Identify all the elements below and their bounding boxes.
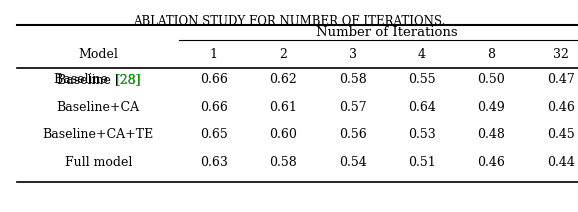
Text: 0.53: 0.53	[408, 128, 436, 141]
Text: 0.51: 0.51	[408, 156, 436, 169]
Text: 3: 3	[349, 47, 357, 61]
Text: [28]: [28]	[116, 73, 141, 86]
Text: 0.49: 0.49	[477, 100, 505, 114]
Text: 0.44: 0.44	[547, 156, 575, 169]
Text: Baseline: Baseline	[54, 73, 112, 86]
Text: 0.64: 0.64	[408, 100, 436, 114]
Text: 0.54: 0.54	[339, 156, 366, 169]
Text: Baseline [28]: Baseline [28]	[0, 211, 1, 212]
Text: 0.47: 0.47	[547, 73, 575, 86]
Text: 0.63: 0.63	[200, 156, 228, 169]
Text: 0.58: 0.58	[269, 156, 297, 169]
Text: 0.45: 0.45	[547, 128, 575, 141]
Text: Baseline+CA+TE: Baseline+CA+TE	[43, 128, 154, 141]
Text: 2: 2	[279, 47, 287, 61]
Text: 0.56: 0.56	[339, 128, 366, 141]
Text: 0.58: 0.58	[339, 73, 366, 86]
Text: 0.46: 0.46	[547, 100, 575, 114]
Text: 8: 8	[487, 47, 495, 61]
Text: Full model: Full model	[65, 156, 132, 169]
Text: 0.50: 0.50	[477, 73, 505, 86]
Text: 0.66: 0.66	[200, 73, 228, 86]
Text: 32: 32	[553, 47, 569, 61]
Text: 0.61: 0.61	[269, 100, 297, 114]
Text: 0.46: 0.46	[477, 156, 505, 169]
Text: Baseline [28]: Baseline [28]	[57, 73, 140, 86]
Text: 0.57: 0.57	[339, 100, 366, 114]
Text: ABLATION STUDY FOR NUMBER OF ITERATIONS.: ABLATION STUDY FOR NUMBER OF ITERATIONS.	[133, 15, 445, 28]
Text: Number of Iterations: Number of Iterations	[316, 26, 458, 39]
Text: 0.66: 0.66	[200, 100, 228, 114]
Text: 0.62: 0.62	[269, 73, 297, 86]
Text: 1: 1	[210, 47, 218, 61]
Text: Baseline+CA: Baseline+CA	[57, 100, 140, 114]
Text: Model: Model	[79, 47, 118, 61]
Text: 0.48: 0.48	[477, 128, 505, 141]
Text: 0.65: 0.65	[200, 128, 228, 141]
Text: 4: 4	[418, 47, 426, 61]
Text: 0.60: 0.60	[269, 128, 297, 141]
Text: 0.55: 0.55	[408, 73, 436, 86]
